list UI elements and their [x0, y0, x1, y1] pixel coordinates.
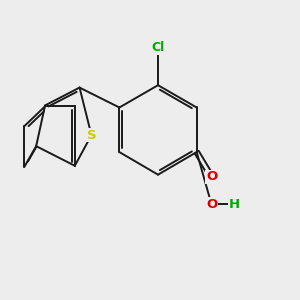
Text: S: S — [87, 129, 96, 142]
Text: O: O — [206, 170, 217, 183]
Text: O: O — [206, 198, 217, 211]
Text: Cl: Cl — [152, 41, 165, 54]
Text: H: H — [229, 198, 240, 211]
